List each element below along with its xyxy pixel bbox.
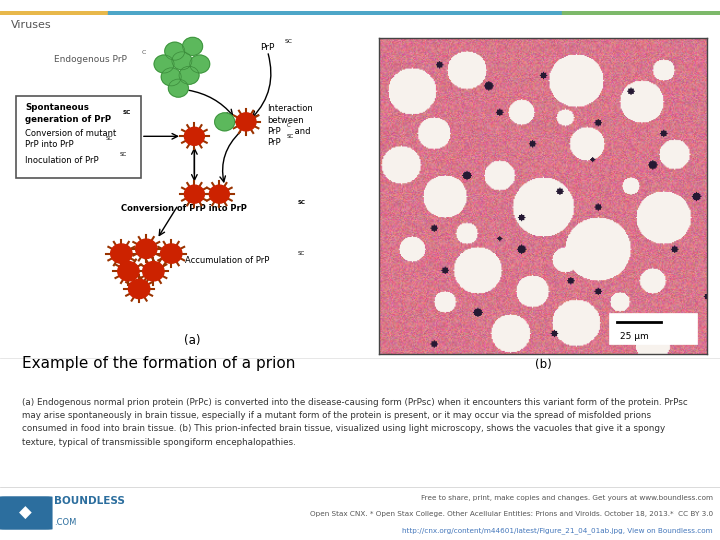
Text: between: between bbox=[267, 116, 304, 125]
Text: (b): (b) bbox=[535, 358, 552, 371]
Circle shape bbox=[210, 185, 229, 203]
Bar bbox=[108, 11, 562, 15]
Text: Viruses: Viruses bbox=[11, 20, 51, 30]
Text: ◆: ◆ bbox=[19, 504, 32, 522]
FancyBboxPatch shape bbox=[16, 96, 141, 178]
Circle shape bbox=[111, 244, 132, 263]
FancyBboxPatch shape bbox=[0, 496, 53, 530]
Text: SC: SC bbox=[287, 133, 294, 139]
Text: PrP: PrP bbox=[261, 43, 275, 52]
Circle shape bbox=[161, 244, 182, 263]
Bar bbox=[0, 11, 108, 15]
Text: Accumulation of PrP: Accumulation of PrP bbox=[186, 255, 270, 265]
Text: and: and bbox=[292, 127, 311, 136]
Text: http://cnx.org/content/m44601/latest/Figure_21_04_01ab.jpg, View on Boundless.co: http://cnx.org/content/m44601/latest/Fig… bbox=[402, 527, 713, 534]
Circle shape bbox=[165, 42, 185, 60]
Text: SC: SC bbox=[123, 110, 132, 116]
Text: generation of PrP: generation of PrP bbox=[25, 115, 111, 124]
Text: PrP into PrP: PrP into PrP bbox=[25, 140, 73, 150]
Text: PrP: PrP bbox=[267, 127, 281, 136]
Text: SC: SC bbox=[120, 152, 127, 157]
Circle shape bbox=[179, 66, 199, 84]
Text: 25 µm: 25 µm bbox=[620, 332, 649, 341]
Text: (a): (a) bbox=[184, 334, 201, 347]
Circle shape bbox=[143, 261, 164, 281]
Circle shape bbox=[168, 79, 189, 97]
Text: BOUNDLESS: BOUNDLESS bbox=[54, 496, 125, 506]
Text: Free to share, print, make copies and changes. Get yours at www.boundless.com: Free to share, print, make copies and ch… bbox=[420, 495, 713, 501]
Circle shape bbox=[184, 185, 204, 203]
Circle shape bbox=[172, 52, 192, 70]
Text: Endogenous PrP: Endogenous PrP bbox=[53, 55, 127, 64]
Text: Inoculation of PrP: Inoculation of PrP bbox=[25, 156, 99, 165]
Circle shape bbox=[184, 127, 204, 145]
Text: Example of the formation of a prion: Example of the formation of a prion bbox=[22, 356, 295, 372]
Text: SC: SC bbox=[105, 136, 112, 141]
Text: PrP: PrP bbox=[267, 138, 281, 147]
Circle shape bbox=[190, 55, 210, 73]
Text: Spontaneous: Spontaneous bbox=[25, 103, 89, 112]
Circle shape bbox=[154, 55, 174, 73]
Circle shape bbox=[236, 113, 256, 131]
Circle shape bbox=[135, 239, 157, 259]
Bar bbox=[562, 11, 720, 15]
Text: .COM: .COM bbox=[54, 518, 76, 527]
Text: (a) Endogenous normal prion protein (PrPc) is converted into the disease-causing: (a) Endogenous normal prion protein (PrP… bbox=[22, 398, 688, 447]
Text: Conversion of PrP into PrP: Conversion of PrP into PrP bbox=[122, 204, 247, 213]
Circle shape bbox=[183, 37, 202, 55]
Circle shape bbox=[128, 279, 150, 299]
Text: Open Stax CNX. * Open Stax College. Other Acellular Entities: Prions and Viroids: Open Stax CNX. * Open Stax College. Othe… bbox=[310, 511, 713, 517]
Circle shape bbox=[215, 113, 235, 131]
Circle shape bbox=[118, 261, 139, 281]
Bar bbox=[609, 313, 697, 344]
Text: C: C bbox=[287, 123, 291, 127]
Circle shape bbox=[161, 68, 181, 86]
Text: SC: SC bbox=[284, 39, 292, 44]
Text: Conversion of mutant: Conversion of mutant bbox=[25, 129, 117, 138]
Text: SC: SC bbox=[298, 200, 306, 205]
Text: Interaction: Interaction bbox=[267, 105, 313, 113]
Text: C: C bbox=[142, 50, 146, 55]
Text: SC: SC bbox=[298, 251, 305, 256]
